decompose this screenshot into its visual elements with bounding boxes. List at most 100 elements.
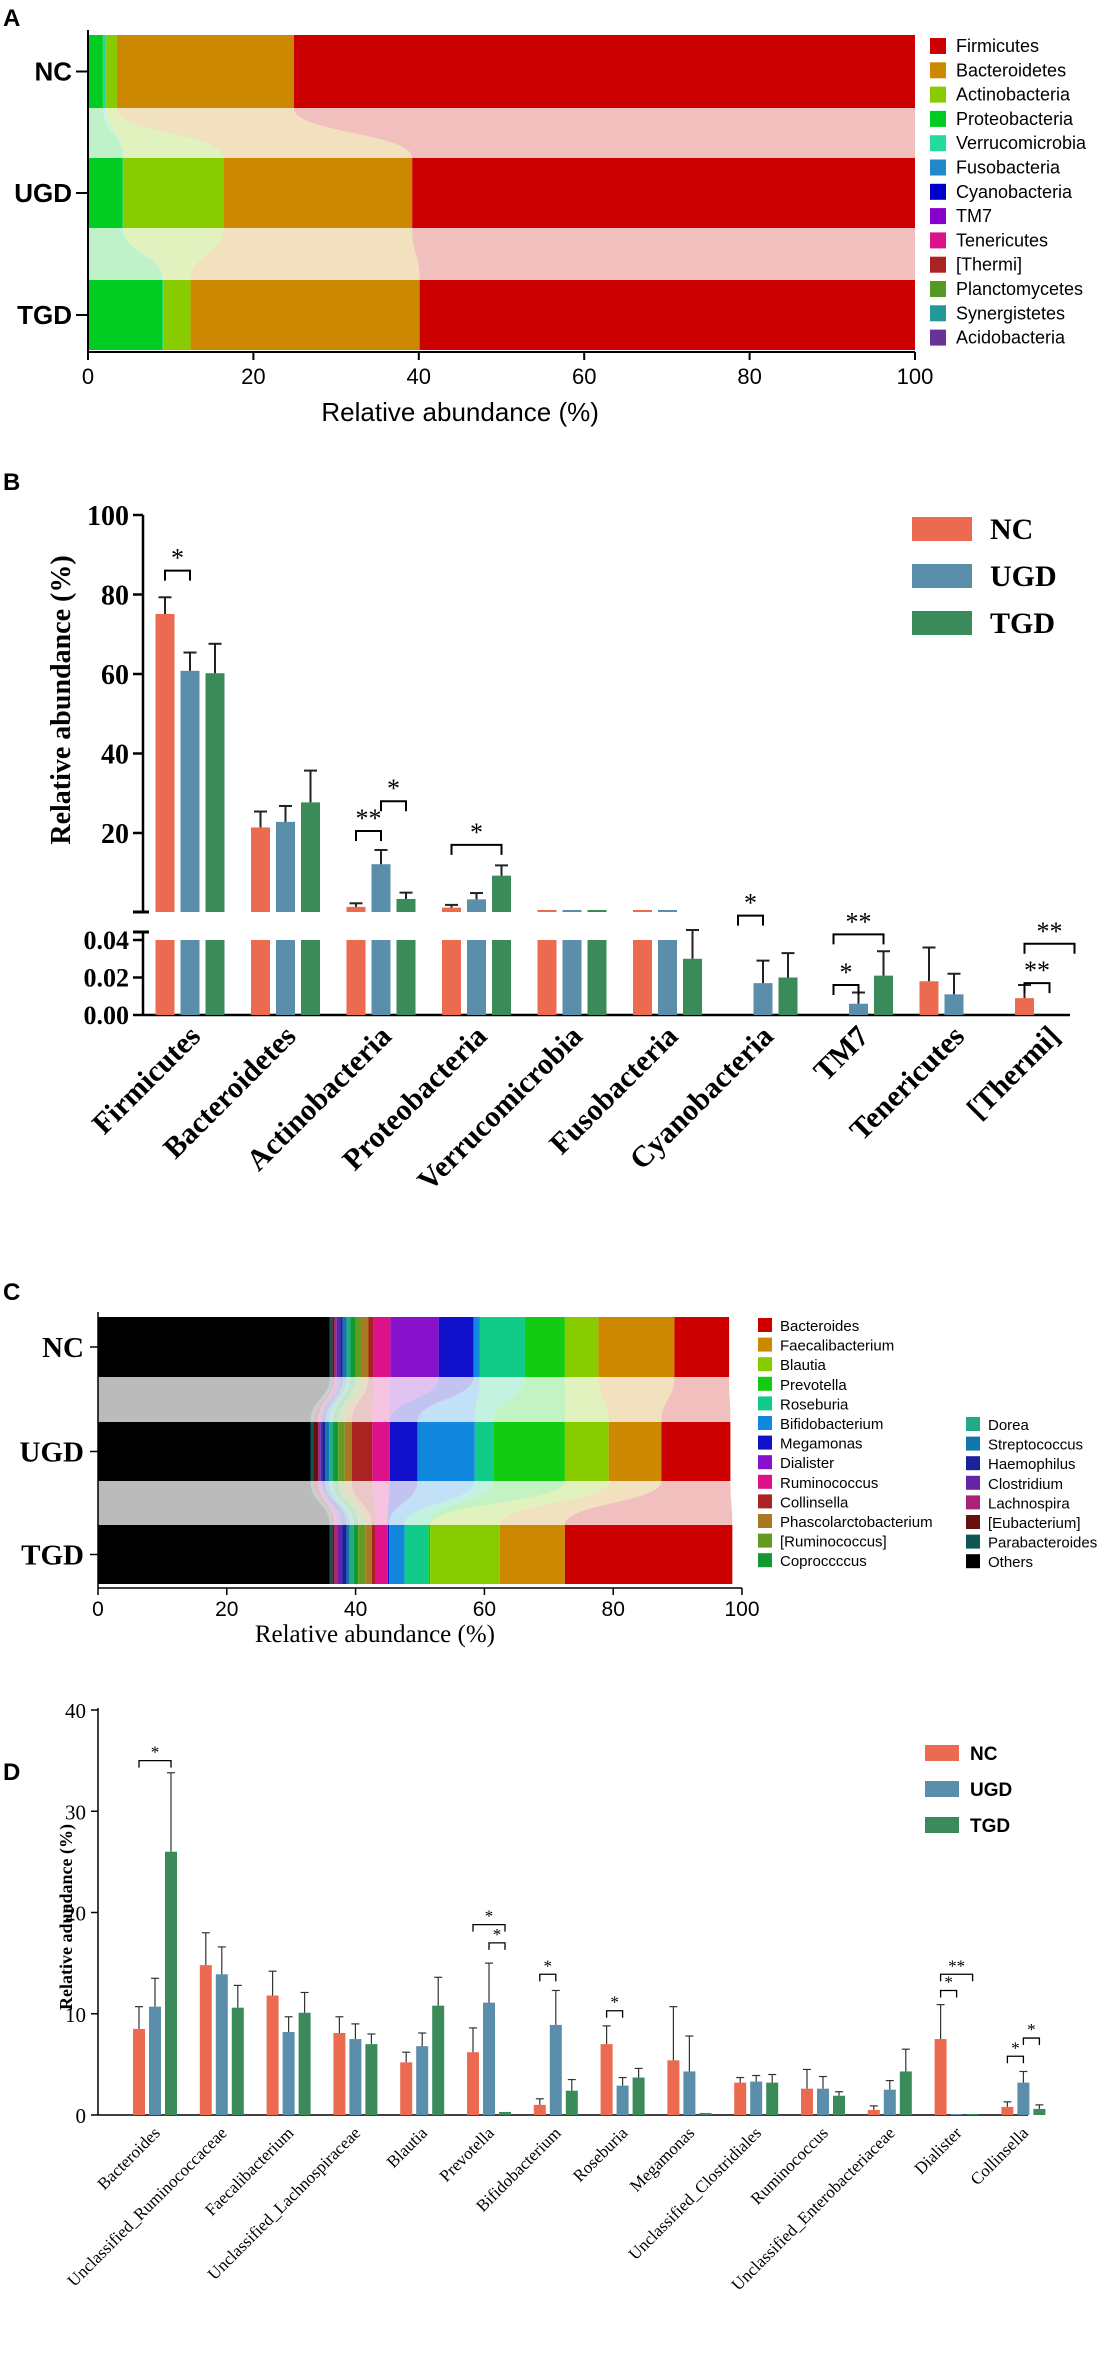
bar-lower-fusobacteria-nc xyxy=(633,940,652,1015)
band-firmicutes xyxy=(293,108,916,158)
significance-bracket xyxy=(1006,2055,1025,2064)
y-tick-label: 20 xyxy=(65,1902,86,1926)
band-collinsella xyxy=(351,1377,374,1422)
bar-tgd-parabacteroides xyxy=(329,1525,333,1584)
bar-ugd-faecalibacterium xyxy=(608,1422,662,1481)
legend-label-fusobacteria: Fusobacteria xyxy=(956,158,1061,178)
bar-tgd-eubacterium xyxy=(332,1525,335,1584)
bar-unclassified-lachnospiraceae-nc xyxy=(333,2032,346,2115)
bar-roseburia-tgd xyxy=(632,2077,645,2115)
x-axis-label: Relative abundance (%) xyxy=(255,1621,495,1648)
bar-upper-proteobacteria-ugd xyxy=(467,899,486,912)
bar-tgd-dialister xyxy=(387,1525,388,1584)
band-phascolarctobacterium xyxy=(344,1377,369,1422)
bar-megamonas-nc xyxy=(667,2060,680,2115)
legend-swatch-ruminococcus xyxy=(758,1533,772,1548)
band-dialister xyxy=(389,1377,439,1422)
band-prevotella xyxy=(428,1481,565,1525)
significance-bracket xyxy=(939,1973,974,1982)
legend-label-tenericutes: Tenericutes xyxy=(956,230,1048,250)
bar-upper-bacteroidetes-ugd xyxy=(276,821,295,912)
bar-dialister-tgd xyxy=(966,2113,979,2115)
x-tick-label-blautia: Blautia xyxy=(383,2123,431,2171)
x-tick-label-dialister: Dialister xyxy=(911,2123,966,2178)
legend-label-clostridium: Clostridium xyxy=(988,1476,1063,1493)
legend-swatch-synergistetes xyxy=(930,305,946,322)
bar-upper-firmicutes-nc xyxy=(155,613,175,912)
y-tick-label: 40 xyxy=(101,740,129,771)
band-megamonas xyxy=(389,1377,474,1422)
bar-ugd-eubacterium xyxy=(313,1422,319,1481)
legend-label-tgd: TGD xyxy=(990,607,1055,640)
bar-lower-proteobacteria-tgd xyxy=(492,940,511,1015)
bar-lower-firmicutes-ugd xyxy=(180,940,200,1015)
legend-swatch-tgd xyxy=(912,611,972,635)
band-roseburia xyxy=(474,1377,525,1422)
band-prevotella xyxy=(493,1377,565,1422)
bar-lower-bacteroidetes-tgd xyxy=(301,940,320,1015)
bar-lower-thermi-nc xyxy=(1015,998,1034,1015)
legend-label-dorea: Dorea xyxy=(988,1417,1030,1434)
bar-unclassified-enterobacteriaceae-nc xyxy=(867,2109,880,2115)
bar-lower-proteobacteria-ugd xyxy=(467,940,486,1015)
bar-lower-tenericutes-ugd xyxy=(944,994,964,1015)
band-firmicutes xyxy=(412,228,915,280)
bar-lower-tm7-tgd xyxy=(874,975,893,1015)
band-blautia xyxy=(430,1481,609,1525)
bar-nc-eubacterium xyxy=(332,1317,335,1377)
band-ruminococcus xyxy=(372,1377,391,1422)
legend-label-firmicutes: Firmicutes xyxy=(956,36,1039,56)
bar-tgd-roseburia xyxy=(404,1525,429,1584)
legend-swatch-bacteroidetes xyxy=(930,62,946,79)
bar-tgd-faecalibacterium xyxy=(499,1525,565,1584)
band-blautia xyxy=(564,1377,609,1422)
legend-swatch-ugd xyxy=(912,564,972,588)
legend-swatch-blautia xyxy=(758,1357,772,1372)
legend-swatch-tenericutes xyxy=(930,232,946,249)
significance-bracket xyxy=(450,843,503,855)
legend-label-megamonas: Megamonas xyxy=(780,1436,863,1453)
legend-label-prevotella: Prevotella xyxy=(780,1377,847,1394)
bar-unclassified-clostridiales-tgd xyxy=(766,2082,779,2115)
bar-nc-parabacteroides xyxy=(329,1317,333,1377)
y-tick-label: 20 xyxy=(101,819,129,850)
bar-upper-actinobacteria-tgd xyxy=(396,898,416,912)
bar-unclassified-clostridiales-nc xyxy=(734,2082,747,2115)
significance-bracket xyxy=(355,830,382,842)
bar-nc-verrucomicrobia xyxy=(102,35,107,108)
x-tick-label-thermi: [Thermi] xyxy=(961,1020,1067,1126)
significance-bracket xyxy=(737,914,764,926)
band-parabacteroides xyxy=(310,1481,333,1525)
legend-swatch-coproccccus xyxy=(758,1553,772,1568)
bar-upper-firmicutes-ugd xyxy=(180,670,200,912)
bar-upper-firmicutes-tgd xyxy=(205,673,225,912)
band-lachnospira xyxy=(318,1377,337,1422)
legend-label-tgd: TGD xyxy=(970,1816,1010,1837)
band-actinobacteria xyxy=(123,228,224,280)
legend-swatch-dorea xyxy=(966,1417,980,1431)
panel-label-a: A xyxy=(3,5,20,32)
bar-lower-proteobacteria-nc xyxy=(442,940,461,1015)
band-ruminococcus xyxy=(338,1377,363,1422)
panel-d: D 0 10 20 30 40 Relative adundance (%) Bacteroi… xyxy=(3,1699,1046,2294)
bar-ugd-dialister xyxy=(389,1422,390,1481)
legend-swatch-collinsella xyxy=(758,1494,772,1509)
legend-swatch-proteobacteria xyxy=(930,110,946,127)
bar-tgd-blautia xyxy=(430,1525,500,1584)
significance-mark: * xyxy=(544,1956,553,1975)
legend-label-nc: NC xyxy=(970,1744,998,1765)
significance-mark: * xyxy=(1027,2020,1036,2039)
x-tick-label: 100 xyxy=(897,364,934,389)
bar-tgd-actinobacteria xyxy=(163,280,191,350)
x-tick-label: 60 xyxy=(572,364,596,389)
legend-label-dialister: Dialister xyxy=(780,1455,834,1472)
bar-upper-actinobacteria-nc xyxy=(346,906,366,912)
x-tick-label-roseburia: Roseburia xyxy=(569,2123,631,2185)
panel-label-b: B xyxy=(3,469,20,496)
bar-tgd-ruminococcus xyxy=(375,1525,388,1584)
band-dialister xyxy=(387,1481,390,1525)
band-faecalibacterium xyxy=(598,1377,675,1422)
band-verrucomicrobia xyxy=(102,108,124,158)
bar-ugd-bacteroidetes xyxy=(223,158,413,228)
bar-ugd-firmicutes xyxy=(412,158,915,228)
